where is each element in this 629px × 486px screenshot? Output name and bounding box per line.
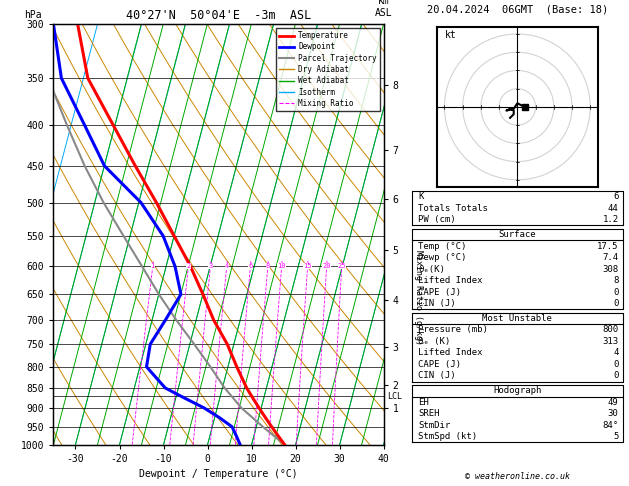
Text: 7.4: 7.4 bbox=[603, 253, 618, 262]
Text: 0: 0 bbox=[613, 288, 618, 296]
Title: 40°27'N  50°04'E  -3m  ASL: 40°27'N 50°04'E -3m ASL bbox=[126, 9, 311, 22]
Text: Hodograph: Hodograph bbox=[493, 386, 542, 395]
Legend: Temperature, Dewpoint, Parcel Trajectory, Dry Adiabat, Wet Adiabat, Isotherm, Mi: Temperature, Dewpoint, Parcel Trajectory… bbox=[276, 28, 380, 111]
Text: 313: 313 bbox=[603, 337, 618, 346]
Text: 4: 4 bbox=[613, 348, 618, 357]
Text: 8: 8 bbox=[613, 276, 618, 285]
Text: 49: 49 bbox=[608, 398, 618, 407]
Text: 2: 2 bbox=[186, 263, 191, 269]
Text: CIN (J): CIN (J) bbox=[418, 371, 456, 381]
Text: Surface: Surface bbox=[499, 230, 536, 239]
Text: 15: 15 bbox=[303, 263, 312, 269]
Text: Pressure (mb): Pressure (mb) bbox=[418, 326, 488, 334]
Text: 1: 1 bbox=[150, 263, 155, 269]
Text: 308: 308 bbox=[603, 264, 618, 274]
Text: 25: 25 bbox=[338, 263, 346, 269]
Text: StmSpd (kt): StmSpd (kt) bbox=[418, 432, 477, 441]
Text: PW (cm): PW (cm) bbox=[418, 215, 456, 224]
Text: 6: 6 bbox=[248, 263, 252, 269]
Text: Lifted Index: Lifted Index bbox=[418, 348, 483, 357]
Text: 0: 0 bbox=[613, 299, 618, 308]
Text: hPa: hPa bbox=[24, 10, 42, 20]
Text: 20: 20 bbox=[323, 263, 331, 269]
Text: 3: 3 bbox=[208, 263, 213, 269]
Text: CIN (J): CIN (J) bbox=[418, 299, 456, 308]
Text: 44: 44 bbox=[608, 204, 618, 213]
Text: 0: 0 bbox=[613, 371, 618, 381]
Text: CAPE (J): CAPE (J) bbox=[418, 288, 461, 296]
Text: 30: 30 bbox=[608, 409, 618, 418]
Text: 1.2: 1.2 bbox=[603, 215, 618, 224]
Text: 4: 4 bbox=[225, 263, 229, 269]
Text: 8: 8 bbox=[265, 263, 270, 269]
Text: θₑ (K): θₑ (K) bbox=[418, 337, 450, 346]
Text: 17.5: 17.5 bbox=[597, 242, 618, 251]
Text: km
ASL: km ASL bbox=[375, 0, 392, 18]
Text: EH: EH bbox=[418, 398, 429, 407]
Text: Most Unstable: Most Unstable bbox=[482, 314, 552, 323]
Text: 84°: 84° bbox=[603, 421, 618, 430]
Text: K: K bbox=[418, 192, 424, 201]
Text: SREH: SREH bbox=[418, 409, 440, 418]
Text: 6: 6 bbox=[613, 192, 618, 201]
Text: 0: 0 bbox=[613, 360, 618, 369]
Text: LCL: LCL bbox=[387, 392, 402, 400]
Text: StmDir: StmDir bbox=[418, 421, 450, 430]
Text: θₑ(K): θₑ(K) bbox=[418, 264, 445, 274]
Text: Mixing Ratio (g/kg): Mixing Ratio (g/kg) bbox=[414, 250, 423, 345]
Text: 800: 800 bbox=[603, 326, 618, 334]
Text: Totals Totals: Totals Totals bbox=[418, 204, 488, 213]
Text: 10: 10 bbox=[277, 263, 286, 269]
Text: 5: 5 bbox=[613, 432, 618, 441]
Text: 20.04.2024  06GMT  (Base: 18): 20.04.2024 06GMT (Base: 18) bbox=[426, 5, 608, 15]
Text: Dewp (°C): Dewp (°C) bbox=[418, 253, 467, 262]
Text: Temp (°C): Temp (°C) bbox=[418, 242, 467, 251]
Text: CAPE (J): CAPE (J) bbox=[418, 360, 461, 369]
Text: Lifted Index: Lifted Index bbox=[418, 276, 483, 285]
Text: © weatheronline.co.uk: © weatheronline.co.uk bbox=[465, 472, 570, 481]
X-axis label: Dewpoint / Temperature (°C): Dewpoint / Temperature (°C) bbox=[139, 469, 298, 479]
Text: kt: kt bbox=[445, 30, 456, 40]
